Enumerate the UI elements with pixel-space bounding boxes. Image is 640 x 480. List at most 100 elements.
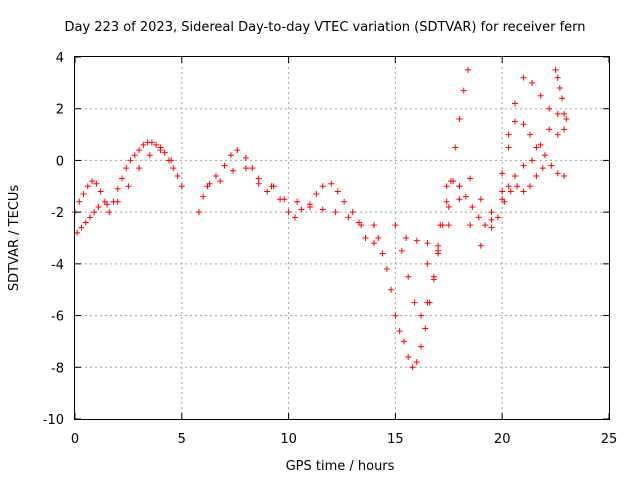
data-point <box>467 222 474 229</box>
y-tick-label: -8 <box>51 361 64 376</box>
data-point <box>456 183 463 190</box>
data-point <box>153 141 160 148</box>
data-point <box>82 219 89 226</box>
data-point <box>541 152 548 159</box>
series-group <box>392 165 546 319</box>
data-point <box>546 105 553 112</box>
data-point <box>306 201 313 208</box>
data-point <box>499 188 506 195</box>
data-point <box>217 178 224 185</box>
data-point <box>514 183 521 190</box>
data-point <box>80 191 87 198</box>
data-point <box>93 180 100 187</box>
data-point <box>435 247 442 254</box>
data-point <box>413 359 420 366</box>
axis-ticks <box>74 56 610 420</box>
data-point <box>334 188 341 195</box>
data-point <box>482 222 489 229</box>
x-tick-label: 25 <box>601 432 618 447</box>
data-point <box>561 126 568 133</box>
data-point <box>554 110 561 117</box>
data-point <box>78 224 85 231</box>
data-point <box>125 183 132 190</box>
data-point <box>403 235 410 241</box>
data-point <box>249 165 256 172</box>
data-point <box>554 131 561 138</box>
data-point <box>456 116 463 123</box>
series-group <box>403 74 570 249</box>
data-point <box>554 170 561 177</box>
data-point <box>84 183 91 190</box>
x-tick-label: 15 <box>387 432 404 447</box>
y-tick-label: -10 <box>43 413 64 428</box>
data-point <box>520 74 527 81</box>
data-point <box>499 170 506 177</box>
data-point <box>319 183 326 190</box>
data-point <box>178 183 185 190</box>
data-point <box>195 209 202 216</box>
data-point <box>398 247 405 254</box>
series-group <box>499 126 568 203</box>
series-group <box>424 118 568 267</box>
series-group <box>195 147 369 241</box>
data-point <box>462 193 469 200</box>
data-point <box>512 100 519 107</box>
data-point <box>396 328 403 335</box>
data-point <box>285 209 292 216</box>
data-point <box>328 180 335 187</box>
data-point <box>358 222 365 229</box>
data-point <box>362 235 369 241</box>
data-point <box>467 175 474 182</box>
data-point <box>563 116 570 123</box>
data-point <box>418 312 425 319</box>
data-point <box>443 198 450 205</box>
data-point <box>477 196 484 203</box>
data-point <box>424 260 431 267</box>
data-point <box>411 299 418 306</box>
data-point <box>548 162 555 169</box>
grid-lines <box>75 57 609 419</box>
data-point <box>74 229 81 236</box>
data-point <box>533 144 540 151</box>
data-point <box>405 273 412 280</box>
data-point <box>255 180 262 187</box>
data-point <box>505 144 512 151</box>
data-point <box>371 240 378 247</box>
x-tick-labels: 0 5 10 15 20 25 <box>71 432 617 447</box>
data-point <box>424 240 431 247</box>
data-point <box>174 172 181 179</box>
data-point <box>499 196 506 203</box>
data-point <box>405 353 412 360</box>
series-group <box>204 165 378 247</box>
x-axis-label: GPS time / hours <box>286 459 395 474</box>
data-point <box>230 167 237 174</box>
data-point <box>437 222 444 229</box>
x-tick-label: 5 <box>178 432 186 447</box>
plot-frame <box>74 56 610 420</box>
x-tick-label: 0 <box>71 432 79 447</box>
data-points <box>72 66 570 371</box>
data-point <box>118 175 125 182</box>
data-point <box>435 242 442 249</box>
data-point <box>379 250 386 257</box>
data-point <box>529 79 536 86</box>
data-point <box>298 206 305 213</box>
data-point <box>349 209 356 216</box>
data-point <box>242 154 249 161</box>
data-point <box>561 172 568 179</box>
series-group <box>371 66 472 371</box>
data-point <box>161 149 168 156</box>
data-point <box>445 203 452 210</box>
data-point <box>443 183 450 190</box>
data-point <box>430 273 437 280</box>
data-point <box>450 178 457 185</box>
data-point <box>392 312 399 319</box>
x-tick-label: 20 <box>494 432 511 447</box>
data-point <box>234 147 241 154</box>
data-point <box>529 157 536 164</box>
data-point <box>292 214 299 221</box>
series-group <box>552 66 568 117</box>
data-point <box>413 237 420 244</box>
data-point <box>465 66 472 73</box>
